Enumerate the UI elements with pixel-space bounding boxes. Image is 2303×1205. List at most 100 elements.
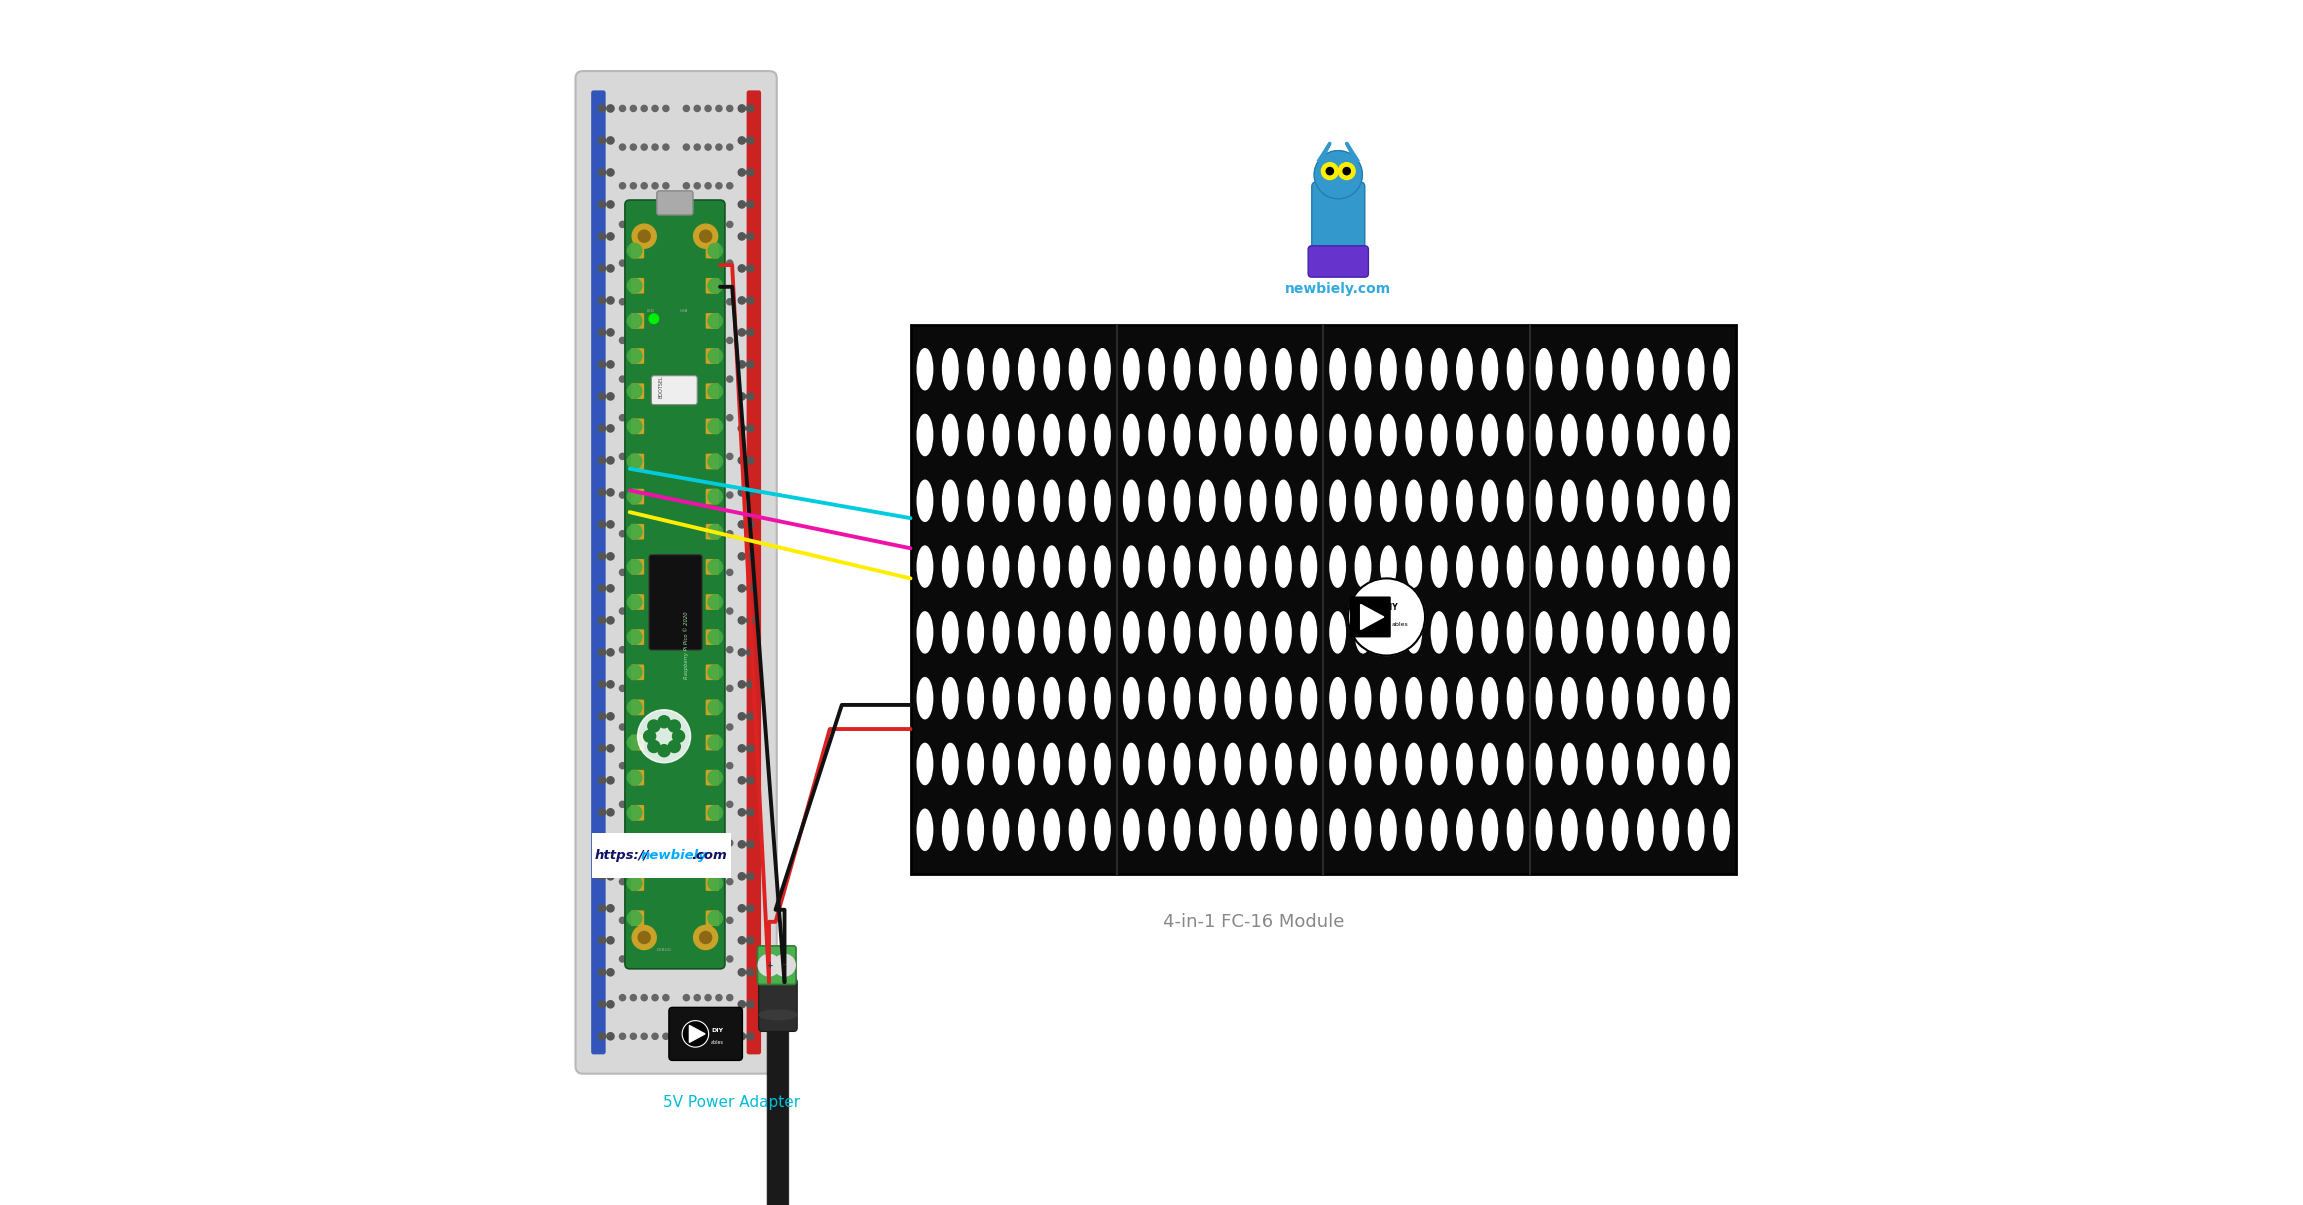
FancyBboxPatch shape — [705, 840, 719, 856]
Ellipse shape — [1149, 677, 1165, 718]
Circle shape — [705, 647, 712, 653]
Ellipse shape — [942, 348, 958, 389]
Circle shape — [746, 584, 753, 592]
Ellipse shape — [1301, 677, 1317, 718]
Ellipse shape — [967, 481, 983, 522]
Ellipse shape — [942, 612, 958, 653]
Circle shape — [728, 724, 732, 730]
FancyBboxPatch shape — [631, 700, 645, 716]
Circle shape — [620, 299, 626, 305]
Circle shape — [728, 1033, 732, 1040]
Circle shape — [728, 415, 732, 421]
Circle shape — [626, 419, 643, 434]
Ellipse shape — [1149, 481, 1165, 522]
FancyBboxPatch shape — [705, 242, 719, 258]
Ellipse shape — [1612, 546, 1628, 587]
Circle shape — [746, 841, 753, 848]
FancyBboxPatch shape — [631, 524, 645, 540]
Ellipse shape — [1276, 481, 1292, 522]
Circle shape — [620, 260, 626, 266]
Circle shape — [626, 348, 643, 363]
Ellipse shape — [1612, 481, 1628, 522]
Circle shape — [705, 415, 712, 421]
Ellipse shape — [1483, 743, 1497, 784]
Ellipse shape — [1508, 743, 1522, 784]
Circle shape — [606, 841, 615, 848]
FancyBboxPatch shape — [631, 489, 645, 505]
Circle shape — [626, 665, 643, 680]
Circle shape — [620, 376, 626, 382]
Ellipse shape — [1508, 677, 1522, 718]
Text: BOOTSEL: BOOTSEL — [659, 376, 663, 399]
Circle shape — [652, 763, 659, 769]
Circle shape — [716, 569, 721, 576]
Circle shape — [599, 553, 606, 560]
Circle shape — [599, 712, 606, 719]
Ellipse shape — [1301, 546, 1317, 587]
Ellipse shape — [1225, 743, 1241, 784]
Ellipse shape — [1069, 612, 1085, 653]
Ellipse shape — [1149, 810, 1165, 851]
Circle shape — [599, 841, 606, 848]
Circle shape — [631, 994, 636, 1000]
Text: Raspberry Pi Pico © 2020: Raspberry Pi Pico © 2020 — [684, 611, 689, 678]
Circle shape — [705, 763, 712, 769]
Circle shape — [728, 530, 732, 536]
Circle shape — [599, 872, 606, 880]
FancyBboxPatch shape — [631, 313, 645, 329]
Circle shape — [606, 777, 615, 784]
Circle shape — [599, 169, 606, 176]
Circle shape — [746, 969, 753, 976]
Circle shape — [716, 105, 721, 112]
Ellipse shape — [1483, 415, 1497, 455]
Ellipse shape — [1276, 810, 1292, 851]
Ellipse shape — [1432, 481, 1446, 522]
Circle shape — [638, 710, 691, 763]
Ellipse shape — [1561, 348, 1578, 389]
Circle shape — [626, 454, 643, 469]
Circle shape — [606, 233, 615, 240]
Circle shape — [705, 105, 712, 112]
Circle shape — [684, 1033, 689, 1040]
Ellipse shape — [917, 481, 933, 522]
Ellipse shape — [1301, 481, 1317, 522]
Ellipse shape — [1637, 348, 1654, 389]
Text: +: + — [767, 960, 772, 970]
Circle shape — [606, 872, 615, 880]
Circle shape — [620, 453, 626, 459]
Circle shape — [684, 686, 689, 692]
Ellipse shape — [1094, 415, 1110, 455]
Circle shape — [626, 911, 643, 925]
Ellipse shape — [1043, 612, 1059, 653]
Ellipse shape — [1354, 415, 1370, 455]
Ellipse shape — [1200, 348, 1216, 389]
Ellipse shape — [1175, 415, 1191, 455]
Ellipse shape — [1018, 546, 1034, 587]
Ellipse shape — [1124, 677, 1140, 718]
Ellipse shape — [1663, 546, 1679, 587]
Circle shape — [728, 647, 732, 653]
Circle shape — [599, 457, 606, 464]
Circle shape — [693, 299, 700, 305]
Circle shape — [693, 801, 700, 807]
Circle shape — [640, 415, 647, 421]
Ellipse shape — [1379, 810, 1396, 851]
Ellipse shape — [1354, 743, 1370, 784]
Circle shape — [746, 393, 753, 400]
Ellipse shape — [1124, 481, 1140, 522]
Circle shape — [693, 415, 700, 421]
Circle shape — [684, 260, 689, 266]
Ellipse shape — [1251, 677, 1267, 718]
Circle shape — [705, 569, 712, 576]
Circle shape — [631, 224, 656, 248]
Ellipse shape — [1043, 546, 1059, 587]
Circle shape — [693, 260, 700, 266]
Ellipse shape — [1637, 677, 1654, 718]
FancyBboxPatch shape — [631, 770, 645, 786]
Circle shape — [707, 454, 723, 469]
FancyBboxPatch shape — [705, 770, 719, 786]
Circle shape — [606, 521, 615, 528]
Circle shape — [659, 716, 670, 728]
Circle shape — [640, 609, 647, 615]
Circle shape — [606, 296, 615, 304]
